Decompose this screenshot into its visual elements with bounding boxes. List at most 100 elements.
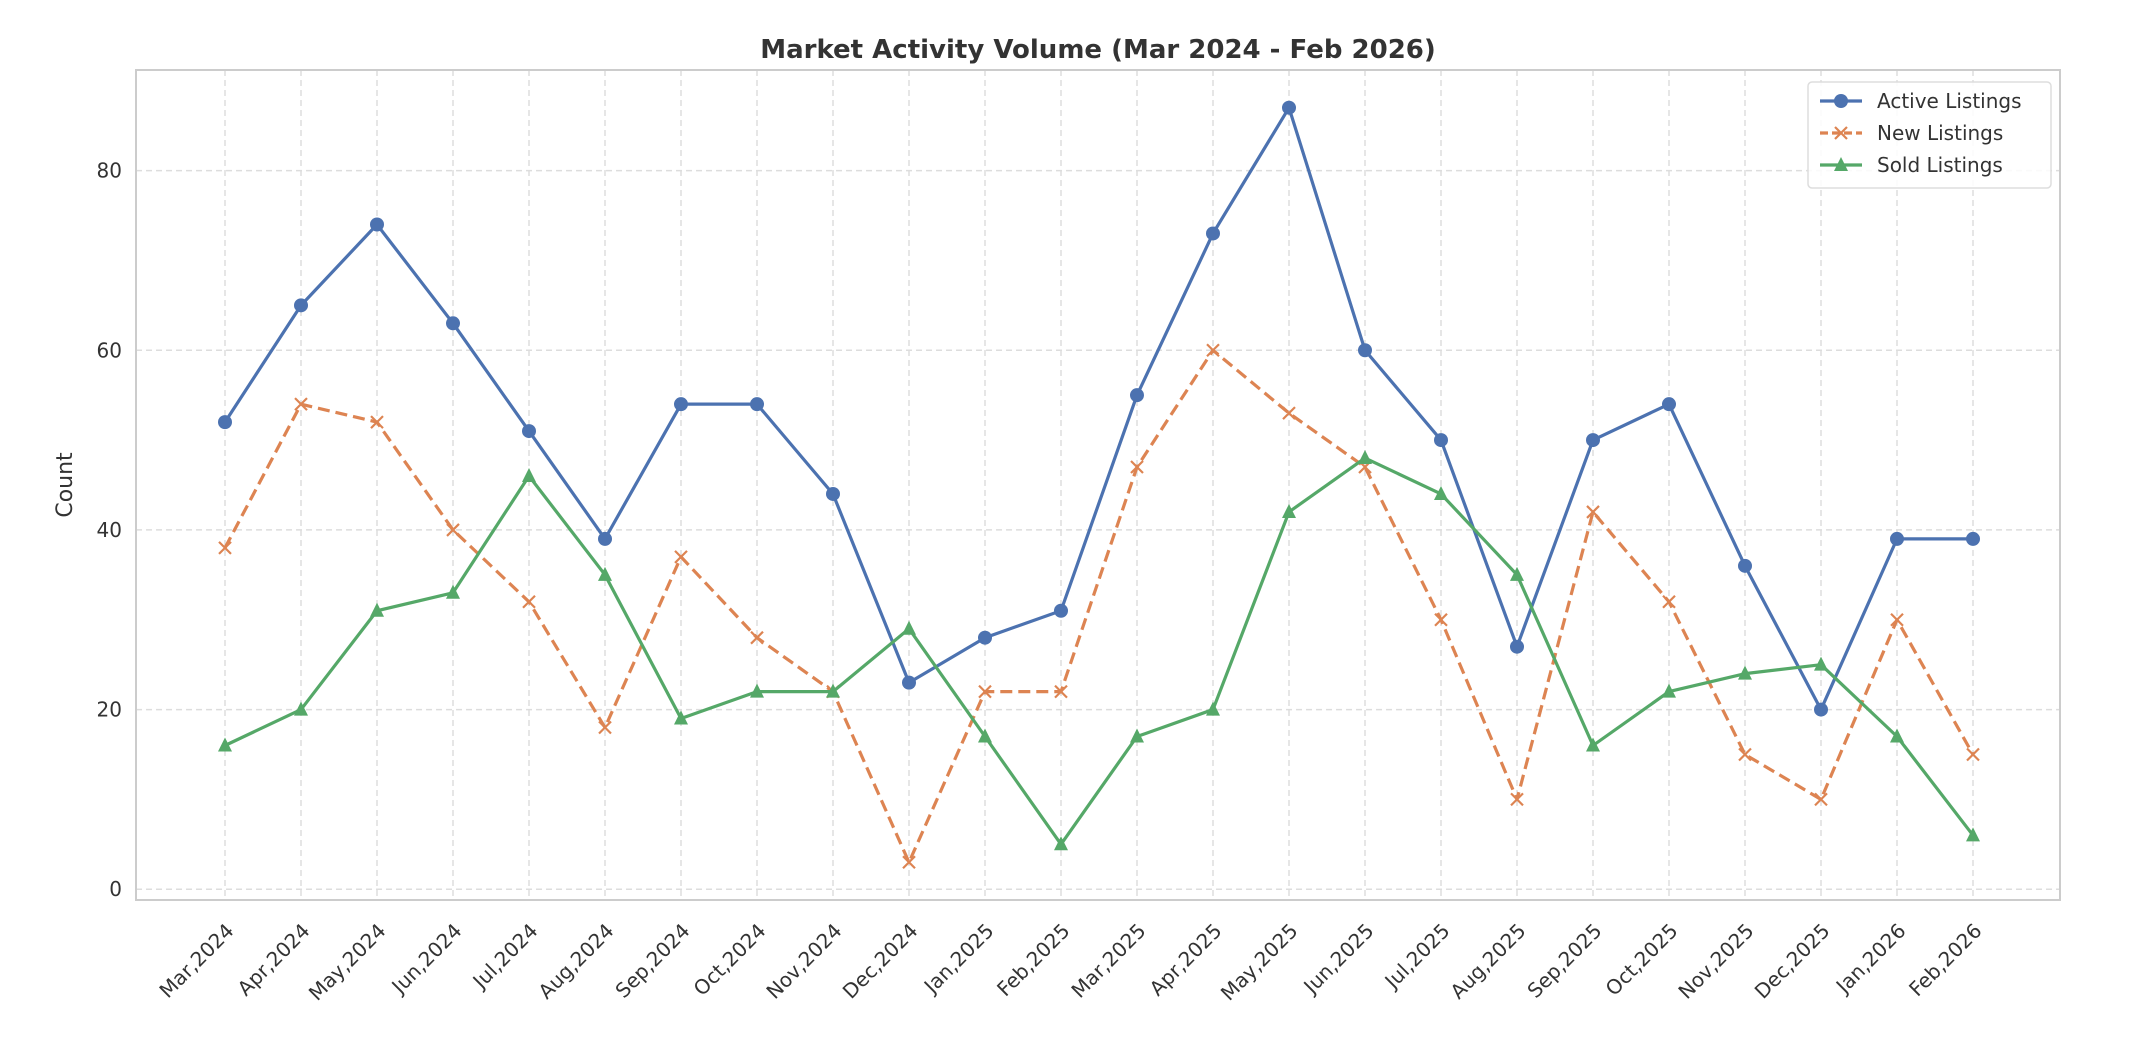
data-point: [598, 531, 612, 546]
x-tick-label: Mar,2025: [1066, 919, 1150, 1003]
y-tick-label: 40: [97, 518, 122, 542]
x-tick-label: May,2024: [304, 919, 391, 1006]
data-point: [598, 566, 612, 581]
x-tick-label: Jun,2025: [1298, 919, 1379, 1000]
data-point: [1890, 531, 1904, 546]
series-group: [218, 100, 1980, 870]
data-point: [1434, 433, 1448, 448]
data-point: [446, 316, 460, 331]
data-point: [1834, 94, 1848, 108]
x-tick-label: Sep,2025: [1522, 919, 1606, 1003]
legend: Active Listings New Listings Sold Listings: [1807, 81, 2052, 189]
data-point: [750, 397, 764, 412]
data-point: [1434, 485, 1448, 500]
x-tick-label: May,2025: [1216, 919, 1303, 1006]
data-point: [1814, 702, 1828, 717]
data-point: [1206, 701, 1220, 716]
x-tick-label: Mar,2024: [154, 919, 238, 1003]
data-point: [1662, 683, 1676, 698]
data-point: [1282, 100, 1296, 115]
data-point: [1890, 728, 1904, 743]
x-tick-label: Oct,2025: [1601, 919, 1683, 1001]
data-point: [1434, 612, 1448, 627]
x-tick-label: Feb,2025: [992, 919, 1074, 1001]
data-point: [1282, 503, 1296, 518]
data-point: [218, 415, 232, 430]
plot-frame: [135, 69, 2061, 901]
legend-item: Active Listings: [1820, 89, 2022, 113]
data-point: [1834, 126, 1848, 140]
x-tick-label: Jul,2025: [1379, 919, 1455, 995]
data-point: [1662, 397, 1676, 412]
data-point: [1586, 737, 1600, 752]
legend-label: Active Listings: [1877, 89, 2022, 113]
y-ticks: 0 20 40 60 80: [97, 159, 122, 902]
data-point: [1890, 612, 1904, 627]
chart-title: Market Activity Volume (Mar 2024 - Feb 2…: [760, 35, 1436, 65]
data-point: [826, 486, 840, 501]
data-point: [294, 701, 308, 716]
data-point: [1282, 406, 1296, 420]
y-tick-label: 80: [97, 159, 122, 183]
x-tick-label: Apr,2024: [233, 919, 315, 1001]
data-point: [750, 630, 764, 645]
x-tick-label: Dec,2025: [1750, 919, 1835, 1004]
data-point: [1206, 343, 1220, 358]
x-tick-label: Nov,2024: [761, 919, 846, 1004]
data-point: [1738, 747, 1752, 762]
data-point: [1054, 684, 1068, 699]
x-tick-label: Aug,2024: [533, 919, 618, 1004]
data-point: [1206, 226, 1220, 241]
data-point: [1966, 747, 1980, 762]
data-point: [750, 683, 764, 698]
legend-item: Sold Listings: [1820, 153, 2003, 177]
legend-label: New Listings: [1877, 121, 2003, 145]
x-tick-label: Jul,2024: [467, 919, 543, 995]
data-point: [294, 298, 308, 313]
data-point: [1966, 827, 1980, 842]
x-tick-label: Jun,2024: [386, 919, 467, 1000]
data-point: [902, 855, 916, 870]
data-point: [1966, 531, 1980, 546]
data-point: [978, 728, 992, 743]
data-point: [522, 468, 536, 483]
data-point: [674, 710, 688, 725]
x-tick-label: Aug,2025: [1445, 919, 1530, 1004]
series-line: [223, 348, 1975, 864]
data-point: [1358, 450, 1372, 465]
data-point: [294, 397, 308, 411]
data-point: [674, 397, 688, 412]
x-tick-label: Dec,2024: [838, 919, 923, 1004]
data-point: [446, 523, 460, 537]
y-tick-label: 20: [97, 698, 122, 722]
y-axis-label: Count: [53, 452, 78, 518]
data-point: [902, 620, 916, 635]
x-tick-label: Jan,2026: [1830, 919, 1911, 1000]
legend-item: New Listings: [1820, 121, 2003, 145]
grid: [136, 70, 2060, 900]
legend-label: Sold Listings: [1877, 153, 2003, 177]
data-point: [1130, 388, 1144, 403]
data-point: [1738, 665, 1752, 680]
x-tick-label: Feb,2026: [1904, 919, 1986, 1001]
data-point: [978, 684, 992, 699]
data-point: [370, 415, 384, 429]
y-tick-label: 0: [109, 877, 122, 901]
data-point: [1814, 656, 1828, 671]
data-point: [1586, 433, 1600, 448]
data-point: [1510, 792, 1524, 807]
legend-box: [1807, 81, 2052, 189]
series-active-listings: [218, 100, 1980, 717]
data-point: [1510, 639, 1524, 654]
data-point: [218, 541, 232, 555]
data-point: [1834, 157, 1848, 171]
x-tick-label: Sep,2024: [610, 919, 694, 1003]
x-tick-label: Jan,2025: [918, 919, 999, 1000]
data-point: [446, 584, 460, 599]
data-point: [1738, 558, 1752, 573]
data-point: [1054, 836, 1068, 851]
series-line: [223, 106, 1973, 712]
data-point: [826, 683, 840, 698]
